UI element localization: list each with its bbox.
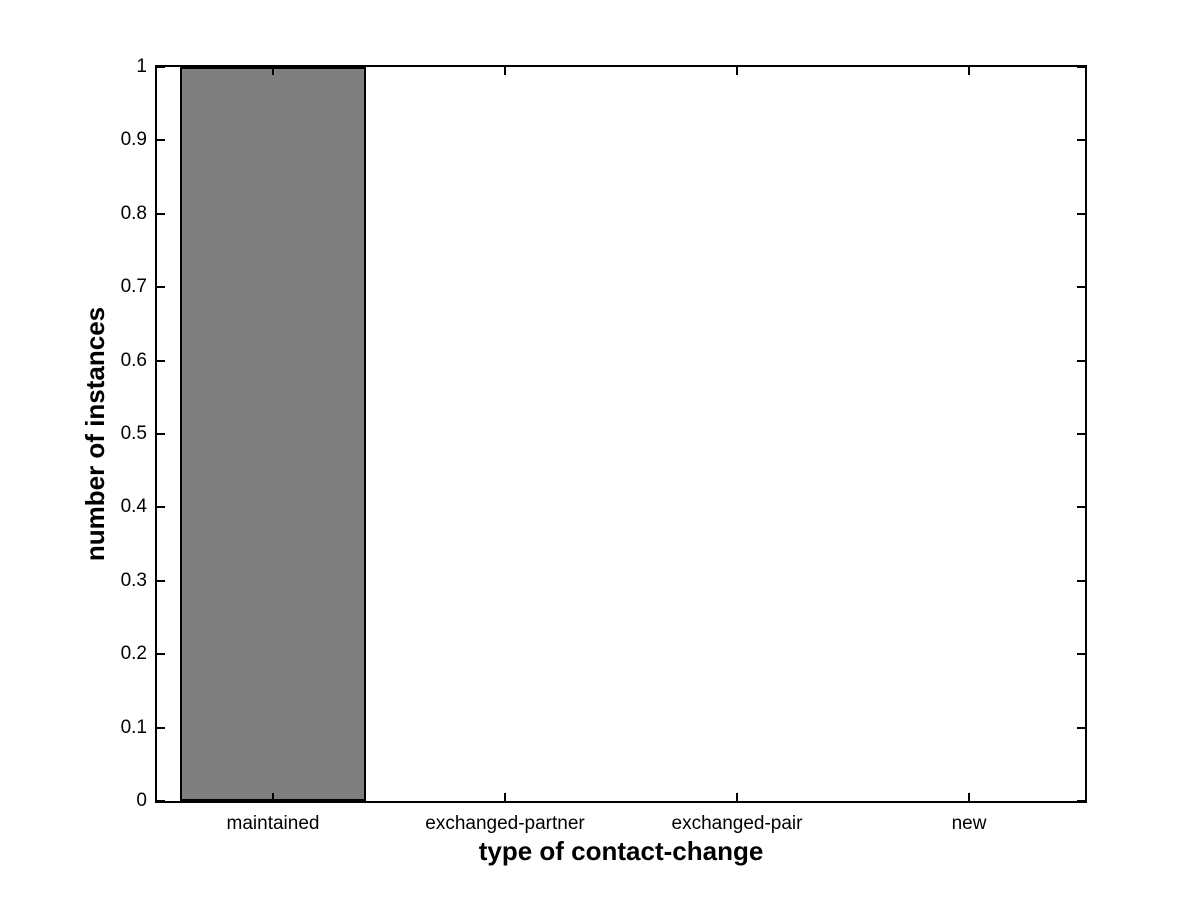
x-tick-mark <box>272 793 274 801</box>
y-tick-label: 0.8 <box>120 202 147 224</box>
x-tick-label-exchanged-partner: exchanged-partner <box>425 813 585 834</box>
y-tick-mark <box>157 506 165 509</box>
y-tick-label: 0.6 <box>120 349 147 371</box>
y-tick-mark <box>157 212 165 215</box>
y-tick-mark <box>1077 433 1085 435</box>
y-tick-mark <box>1077 506 1085 509</box>
x-tick-mark <box>968 793 970 801</box>
y-tick-mark <box>1077 800 1085 802</box>
y-tick-mark <box>1077 212 1085 215</box>
y-tick-label: 0.5 <box>120 423 147 444</box>
y-tick-mark <box>157 653 165 656</box>
x-tick-mark <box>504 67 506 75</box>
x-tick-mark <box>736 67 738 75</box>
y-tick-mark <box>1077 139 1085 142</box>
y-tick-mark <box>157 726 165 729</box>
y-tick-mark <box>1077 579 1085 582</box>
y-tick-mark <box>157 286 165 289</box>
y-tick-label: 0.4 <box>120 496 147 518</box>
plot-inner <box>157 66 1085 802</box>
y-tick-mark <box>157 139 165 142</box>
y-tick-mark <box>157 359 165 362</box>
y-tick-mark <box>157 800 165 802</box>
plot-area <box>155 65 1087 803</box>
x-tick-mark <box>504 793 506 801</box>
y-tick-label: 0.3 <box>120 569 147 591</box>
y-tick-mark <box>1077 653 1085 656</box>
x-tick-label-exchanged-pair: exchanged-pair <box>671 813 803 834</box>
y-tick-label: 0.7 <box>120 276 147 298</box>
y-tick-label: 0 <box>136 790 147 811</box>
y-tick-mark <box>157 433 165 435</box>
y-tick-label: 0.9 <box>120 129 147 151</box>
y-tick-mark <box>1077 726 1085 729</box>
y-tick-label: 0.1 <box>120 716 147 738</box>
y-tick-mark <box>157 579 165 582</box>
y-tick-label: 1 <box>136 56 147 77</box>
y-tick-mark <box>1077 286 1085 289</box>
y-tick-mark <box>157 66 165 68</box>
bar-maintained <box>180 67 366 801</box>
y-tick-label: 0.2 <box>120 643 147 665</box>
x-tick-mark <box>968 67 970 75</box>
y-tick-mark <box>1077 66 1085 68</box>
x-tick-mark <box>272 67 274 75</box>
y-tick-mark <box>1077 359 1085 362</box>
x-axis-title: type of contact-change <box>478 836 764 866</box>
x-tick-label-new: new <box>951 813 987 834</box>
x-tick-label-maintained: maintained <box>226 813 320 834</box>
x-tick-mark <box>736 793 738 801</box>
